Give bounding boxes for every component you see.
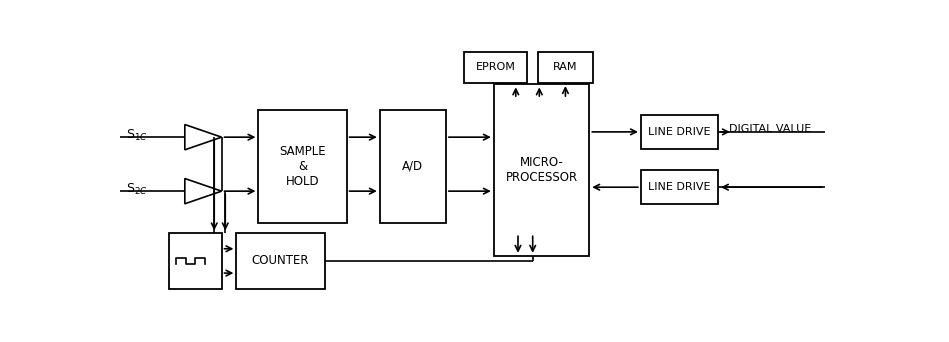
Text: EPROM: EPROM: [475, 62, 515, 73]
Bar: [258, 109, 346, 223]
Text: LINE DRIVE: LINE DRIVE: [648, 127, 711, 137]
Text: RAM: RAM: [553, 62, 578, 73]
Bar: [641, 115, 718, 149]
Bar: [538, 52, 593, 83]
Bar: [236, 233, 325, 289]
Text: SAMPLE
&
HOLD: SAMPLE & HOLD: [279, 145, 326, 188]
Text: MICRO-
PROCESSOR: MICRO- PROCESSOR: [506, 156, 578, 184]
Text: A/D: A/D: [402, 160, 423, 173]
Bar: [493, 84, 589, 256]
Bar: [641, 170, 718, 204]
Bar: [464, 52, 527, 83]
Text: COUNTER: COUNTER: [251, 254, 309, 267]
Text: S$_{2C}$: S$_{2C}$: [126, 182, 148, 197]
Text: DIGITAL VALUE: DIGITAL VALUE: [729, 124, 811, 134]
Bar: [169, 233, 222, 289]
Text: S$_{1C}$: S$_{1C}$: [126, 128, 148, 143]
Text: LINE DRIVE: LINE DRIVE: [648, 182, 711, 192]
Bar: [380, 109, 446, 223]
